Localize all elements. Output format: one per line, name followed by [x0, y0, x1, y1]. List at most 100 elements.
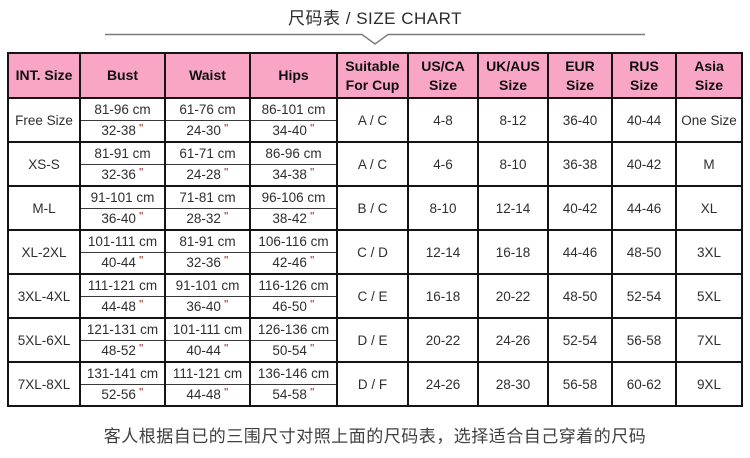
size-row-inches: 32-38 " 24-30 " 34-40 " [8, 119, 742, 143]
cell-hips-in-value: 54-58 [272, 387, 307, 403]
title-pointer-divider [105, 33, 645, 45]
cell-int-size: XL-2XL [7, 229, 81, 275]
cell-int-size-value: 5XL-6XL [17, 332, 71, 348]
cell-waist-in-value: 24-28 [186, 167, 221, 183]
col-header-us-ca-line: Size [428, 76, 457, 93]
cell-int-size-value: 3XL-4XL [17, 288, 71, 304]
cell-hips-cm: 86-101 cm [249, 97, 338, 121]
cell-hips-cm-value: 86-101 cm [261, 101, 326, 117]
cell-uk-aus: 12-14 [477, 185, 549, 231]
cell-asia-value: 9XL [696, 376, 722, 392]
cell-asia: 9XL [675, 361, 743, 407]
cell-cup: A / C [336, 141, 409, 187]
cell-cup-value: A / C [357, 112, 388, 128]
cell-us-ca: 4-8 [407, 97, 479, 143]
cell-hips-in-value: 38-42 [272, 211, 307, 227]
inch-mark: " [309, 123, 315, 135]
cell-uk-aus: 24-26 [477, 317, 549, 363]
size-chart-body: Free Size 81-96 cm 61-76 cm 86-101 cm A / C 4… [7, 97, 743, 407]
inch-mark: " [138, 123, 144, 135]
col-header-bust: Bust [79, 52, 166, 99]
col-header-waist-line: Waist [189, 67, 226, 84]
cell-bust-in: 40-44 " [79, 251, 166, 275]
cell-eur: 52-54 [547, 317, 613, 363]
inch-mark: " [223, 123, 229, 135]
footer-note: 客人根据自已的三围尺寸对照上面的尺码表，选择适合自己穿着的尺码 [103, 427, 647, 446]
cell-int-size: M-L [7, 185, 81, 231]
cell-bust-cm-value: 131-141 cm [86, 365, 159, 381]
cell-bust-cm: 121-131 cm [79, 317, 166, 341]
cell-hips-cm-value: 136-146 cm [257, 365, 330, 381]
size-row: XS-S 81-91 cm 61-71 cm 86-96 cm A / C 4-6 8-10… [7, 141, 743, 187]
cell-int-size-value: M-L [32, 200, 56, 216]
cell-bust-cm-value: 111-121 cm [87, 277, 158, 293]
size-row-inches: 44-48 " 36-40 " 46-50 " [8, 295, 742, 319]
cell-rus-value: 60-62 [626, 376, 662, 392]
cell-cup: A / C [336, 97, 409, 143]
cell-cup: D / F [336, 361, 409, 407]
cell-asia-value: 3XL [696, 244, 722, 260]
cell-int-size-value: 7XL-8XL [17, 376, 71, 392]
cell-hips-in: 38-42 " [249, 207, 338, 231]
inch-mark: " [309, 343, 315, 355]
cell-hips-in-value: 34-40 [272, 123, 307, 139]
cell-rus: 44-46 [611, 185, 677, 231]
cell-hips-cm-value: 126-136 cm [257, 321, 330, 337]
col-header-cup-line: Suitable [345, 58, 400, 75]
cell-bust-cm: 91-101 cm [79, 185, 166, 209]
cell-waist-cm-value: 91-101 cm [175, 277, 240, 293]
col-header-eur: EUR Size [547, 52, 613, 99]
cell-hips-cm-value: 116-126 cm [258, 277, 329, 293]
cell-hips-cm: 126-136 cm [249, 317, 338, 341]
cell-waist-in-value: 24-30 [186, 123, 221, 139]
cell-eur-value: 36-40 [562, 112, 598, 128]
inch-mark: " [138, 255, 144, 267]
cell-bust-in: 52-56 " [79, 383, 166, 407]
cell-int-size: 7XL-8XL [7, 361, 81, 407]
cell-waist-in: 32-36 " [164, 251, 251, 275]
cell-uk-aus-value: 16-18 [495, 244, 531, 260]
cell-waist-cm: 61-71 cm [164, 141, 251, 165]
cell-us-ca: 12-14 [407, 229, 479, 275]
size-row-inches: 40-44 " 32-36 " 42-46 " [8, 251, 742, 275]
cell-waist-in: 44-48 " [164, 383, 251, 407]
cell-hips-cm: 86-96 cm [249, 141, 338, 165]
cell-waist-cm-value: 111-121 cm [172, 365, 243, 381]
cell-asia-value: 5XL [696, 288, 722, 304]
cell-waist-in: 36-40 " [164, 295, 251, 319]
cell-bust-in-value: 48-52 [101, 343, 136, 359]
cell-int-size-value: XL-2XL [21, 244, 67, 260]
cell-cup: D / E [336, 317, 409, 363]
size-chart-header: INT. Size Bust Waist Hips Suitable For Cup US/… [7, 52, 743, 99]
cell-hips-cm-value: 96-106 cm [261, 189, 326, 205]
cell-cup-value: C / D [357, 244, 388, 260]
cell-cup-value: D / E [357, 332, 388, 348]
cell-asia-value: 7XL [696, 332, 722, 348]
cell-uk-aus-value: 8-12 [499, 112, 527, 128]
cell-uk-aus-value: 8-10 [499, 156, 527, 172]
cell-waist-in: 24-30 " [164, 119, 251, 143]
cell-asia: 7XL [675, 317, 743, 363]
cell-hips-in-value: 50-54 [272, 343, 307, 359]
size-row: XL-2XL 101-111 cm 81-91 cm 106-116 cm C / D 1… [7, 229, 743, 275]
cell-int-size: XS-S [7, 141, 81, 187]
cell-bust-in: 36-40 " [79, 207, 166, 231]
cell-waist-cm: 111-121 cm [164, 361, 251, 385]
col-header-eur-line: Size [565, 76, 594, 93]
size-row: 3XL-4XL 111-121 cm 91-101 cm 116-126 cm C / … [7, 273, 743, 319]
col-header-bust-line: Bust [106, 67, 139, 84]
cell-cup-value: A / C [357, 156, 388, 172]
cell-uk-aus: 28-30 [477, 361, 549, 407]
cell-cup: B / C [336, 185, 409, 231]
cell-us-ca-value: 20-22 [425, 332, 461, 348]
cell-bust-cm: 81-96 cm [79, 97, 166, 121]
cell-rus-value: 56-58 [626, 332, 662, 348]
cell-waist-cm-value: 101-111 cm [172, 321, 243, 337]
cell-waist-in: 28-32 " [164, 207, 251, 231]
cell-asia: 5XL [675, 273, 743, 319]
col-header-us-ca-line: US/CA [421, 58, 465, 75]
cell-waist-cm-value: 81-91 cm [179, 233, 236, 249]
inch-mark: " [138, 387, 144, 399]
size-chart-table: INT. Size Bust Waist Hips Suitable For Cup US/… [7, 52, 743, 407]
inch-mark: " [223, 387, 229, 399]
